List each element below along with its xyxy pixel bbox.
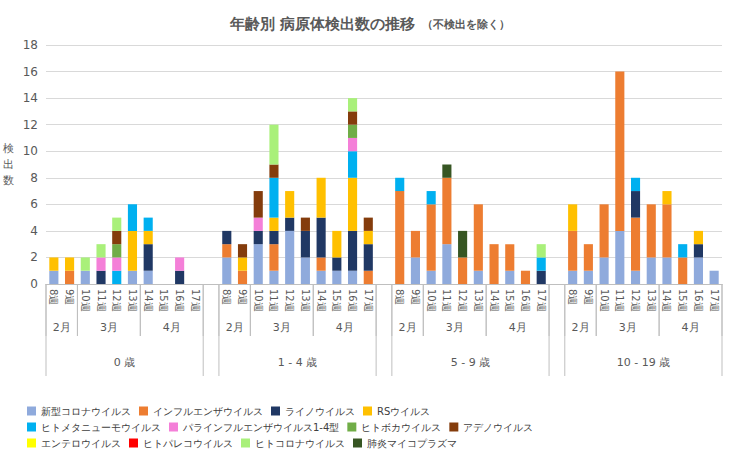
svg-text:14週: 14週 bbox=[489, 289, 500, 312]
svg-text:17週: 17週 bbox=[363, 289, 374, 312]
svg-text:14: 14 bbox=[23, 91, 38, 105]
svg-text:年齢別 病原体検出数の推移: 年齢別 病原体検出数の推移 bbox=[229, 15, 415, 33]
svg-text:アデノウイルス: アデノウイルス bbox=[463, 422, 533, 433]
svg-text:（不検出を除く）: （不検出を除く） bbox=[422, 18, 510, 31]
svg-text:16: 16 bbox=[23, 65, 38, 79]
svg-text:数: 数 bbox=[3, 174, 14, 187]
svg-text:ヒトパレコウイルス: ヒトパレコウイルス bbox=[143, 438, 233, 449]
svg-text:10週: 10週 bbox=[80, 289, 91, 312]
svg-text:14週: 14週 bbox=[661, 289, 672, 312]
svg-text:1 - 4 歳: 1 - 4 歳 bbox=[278, 356, 317, 369]
svg-text:12週: 12週 bbox=[284, 289, 295, 312]
svg-text:エンテロウイルス: エンテロウイルス bbox=[41, 438, 121, 449]
svg-text:14週: 14週 bbox=[143, 289, 154, 312]
svg-text:9週: 9週 bbox=[410, 289, 421, 305]
svg-text:新型コロナウイルス: 新型コロナウイルス bbox=[41, 406, 131, 417]
svg-text:2月: 2月 bbox=[572, 321, 590, 334]
svg-text:検: 検 bbox=[3, 142, 14, 155]
svg-text:8: 8 bbox=[30, 171, 38, 185]
svg-text:10 - 19 歳: 10 - 19 歳 bbox=[617, 356, 670, 369]
svg-text:15週: 15週 bbox=[504, 289, 515, 312]
svg-text:10週: 10週 bbox=[426, 289, 437, 312]
svg-text:15週: 15週 bbox=[158, 289, 169, 312]
svg-text:8週: 8週 bbox=[48, 289, 59, 305]
svg-text:13週: 13週 bbox=[646, 289, 657, 312]
svg-text:パラインフルエンザウイルス1-4型: パラインフルエンザウイルス1-4型 bbox=[182, 422, 339, 433]
svg-text:9週: 9週 bbox=[64, 289, 75, 305]
svg-text:4月: 4月 bbox=[336, 321, 354, 334]
svg-text:4月: 4月 bbox=[509, 321, 527, 334]
svg-text:3月: 3月 bbox=[446, 321, 464, 334]
svg-text:12: 12 bbox=[23, 118, 38, 132]
svg-text:3月: 3月 bbox=[100, 321, 118, 334]
svg-text:ヒトコロナウイルス: ヒトコロナウイルス bbox=[255, 438, 345, 449]
svg-text:0: 0 bbox=[30, 277, 38, 291]
svg-text:17週: 17週 bbox=[709, 289, 720, 312]
svg-text:0 歳: 0 歳 bbox=[114, 356, 136, 369]
svg-text:14週: 14週 bbox=[316, 289, 327, 312]
svg-text:4: 4 bbox=[30, 224, 38, 238]
svg-text:16週: 16週 bbox=[347, 289, 358, 312]
svg-text:ヒトメタニューモウイルス: ヒトメタニューモウイルス bbox=[41, 422, 161, 433]
svg-text:13週: 13週 bbox=[127, 289, 138, 312]
svg-text:9週: 9週 bbox=[583, 289, 594, 305]
svg-text:6: 6 bbox=[30, 197, 38, 211]
svg-text:9週: 9週 bbox=[237, 289, 248, 305]
svg-text:2月: 2月 bbox=[53, 321, 71, 334]
svg-text:18: 18 bbox=[23, 38, 38, 52]
svg-text:10: 10 bbox=[23, 144, 38, 158]
svg-text:ヒトボカウイルス: ヒトボカウイルス bbox=[361, 422, 441, 433]
svg-text:肺炎マイコプラズマ: 肺炎マイコプラズマ bbox=[367, 438, 457, 449]
svg-text:10週: 10週 bbox=[253, 289, 264, 312]
svg-text:11週: 11週 bbox=[96, 289, 107, 312]
svg-text:8週: 8週 bbox=[221, 289, 232, 305]
svg-text:11週: 11週 bbox=[614, 289, 625, 312]
svg-text:16週: 16週 bbox=[174, 289, 185, 312]
svg-text:16週: 16週 bbox=[520, 289, 531, 312]
svg-text:3月: 3月 bbox=[619, 321, 637, 334]
svg-text:17週: 17週 bbox=[536, 289, 547, 312]
svg-text:5 - 9 歳: 5 - 9 歳 bbox=[451, 356, 490, 369]
svg-text:出: 出 bbox=[3, 158, 14, 171]
svg-text:4月: 4月 bbox=[163, 321, 181, 334]
svg-text:13週: 13週 bbox=[473, 289, 484, 312]
svg-text:15週: 15週 bbox=[677, 289, 688, 312]
svg-text:ライノウイルス: ライノウイルス bbox=[285, 406, 355, 417]
svg-text:RSウイルス: RSウイルス bbox=[377, 406, 430, 417]
svg-text:11週: 11週 bbox=[268, 289, 279, 312]
svg-text:10週: 10週 bbox=[599, 289, 610, 312]
svg-text:15週: 15週 bbox=[331, 289, 342, 312]
svg-text:4月: 4月 bbox=[682, 321, 700, 334]
svg-text:12週: 12週 bbox=[457, 289, 468, 312]
svg-text:17週: 17週 bbox=[190, 289, 201, 312]
svg-text:8週: 8週 bbox=[567, 289, 578, 305]
svg-text:12週: 12週 bbox=[630, 289, 641, 312]
svg-text:13週: 13週 bbox=[300, 289, 311, 312]
svg-text:16週: 16週 bbox=[693, 289, 704, 312]
svg-text:12週: 12週 bbox=[111, 289, 122, 312]
svg-text:2月: 2月 bbox=[226, 321, 244, 334]
svg-text:2月: 2月 bbox=[399, 321, 417, 334]
svg-text:8週: 8週 bbox=[394, 289, 405, 305]
svg-text:2: 2 bbox=[30, 250, 38, 264]
svg-text:11週: 11週 bbox=[441, 289, 452, 312]
svg-text:3月: 3月 bbox=[273, 321, 291, 334]
svg-text:インフルエンザウイルス: インフルエンザウイルス bbox=[153, 406, 263, 417]
